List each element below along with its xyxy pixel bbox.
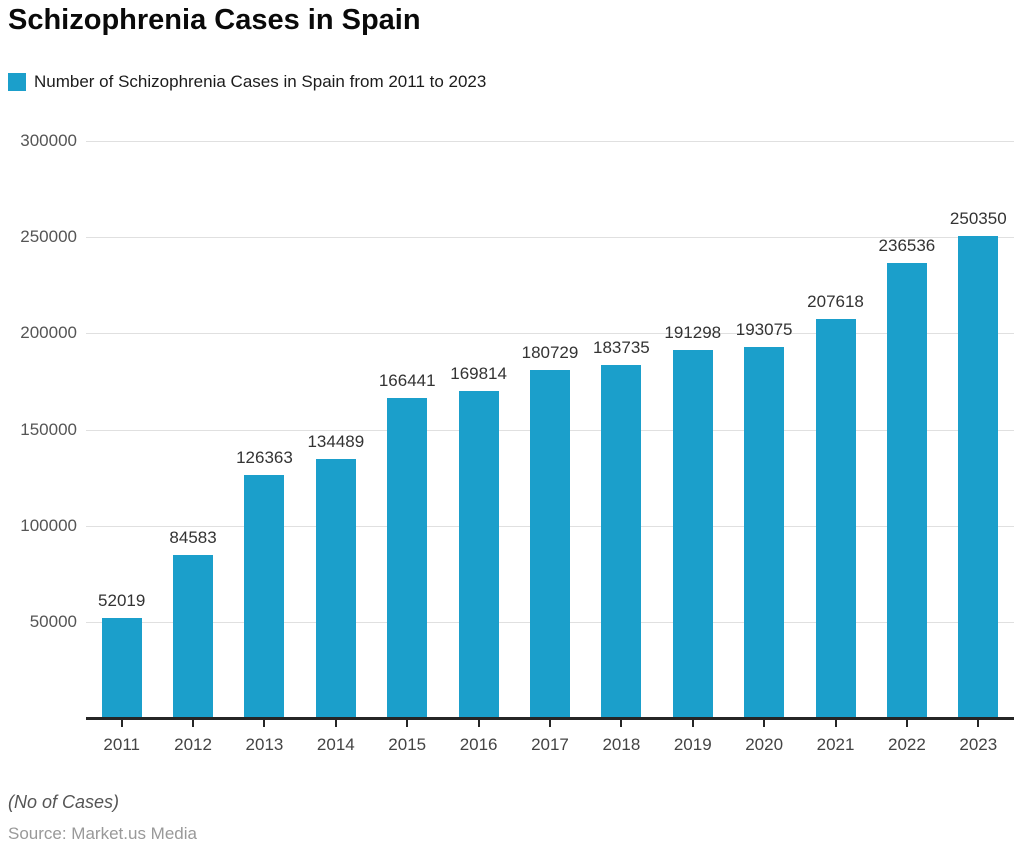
bar: [101, 617, 142, 718]
bar-value-label: 250350: [949, 209, 1007, 229]
x-tick: [263, 720, 266, 727]
x-tick: [334, 720, 337, 727]
bar: [244, 474, 285, 718]
y-axis-unit-note: (No of Cases): [8, 792, 120, 812]
bar-value-label: 169814: [450, 364, 507, 384]
bar: [315, 459, 356, 718]
x-tick-label: 2021: [816, 735, 855, 754]
x-tick: [477, 720, 480, 727]
bar-chart: 50000 100000 150000 200000 250000 300000 5201…: [20, 131, 1014, 754]
bar: [815, 318, 856, 718]
x-axis-line: [86, 717, 1014, 720]
x-tick-label: 2020: [745, 735, 784, 754]
x-tick: [406, 720, 409, 727]
x-tick: [549, 720, 551, 727]
y-tick-label: 250000: [20, 227, 77, 247]
x-tick-label: 2019: [673, 735, 712, 754]
x-tick-label: 2011: [103, 735, 140, 754]
x-tick: [192, 720, 195, 727]
source-credit: Source: Market.us Media: [8, 824, 197, 843]
x-tick: [977, 720, 980, 727]
x-tick: [120, 720, 123, 727]
bar: [744, 346, 785, 718]
x-tick-label: 2015: [388, 735, 427, 754]
x-tick-label: 2013: [245, 735, 284, 754]
bar-value-label: 191298: [664, 323, 722, 343]
bar: [387, 397, 428, 718]
x-tick-label: 2023: [959, 735, 998, 754]
legend: Number of Schizophrenia Cases in Spain f…: [8, 72, 486, 92]
y-tick-label: 50000: [29, 611, 77, 631]
legend-swatch-icon: [8, 73, 26, 91]
bar-value-label: 52019: [98, 590, 146, 610]
x-tick-label: 2016: [459, 735, 498, 754]
gridline: [86, 237, 1014, 239]
y-tick-label: 100000: [20, 515, 77, 535]
x-tick: [834, 720, 837, 727]
gridline: [86, 141, 1014, 142]
bar-value-label: 236536: [878, 236, 936, 256]
x-tick-label: 2012: [174, 735, 212, 754]
x-tick: [620, 720, 623, 727]
bar-value-label: 207618: [807, 291, 864, 311]
y-tick-label: 150000: [20, 419, 77, 439]
x-tick-label: 2018: [602, 735, 641, 754]
bar: [173, 555, 214, 718]
x-tick: [691, 720, 694, 727]
bar-value-label: 84583: [169, 528, 217, 548]
bar: [672, 350, 713, 718]
gridline: [86, 333, 1014, 335]
bar: [601, 364, 642, 718]
bar-value-label: 134489: [307, 432, 365, 452]
x-tick-label: 2017: [531, 735, 569, 754]
bar-value-label: 126363: [236, 447, 293, 467]
bar-value-label: 166441: [378, 370, 436, 390]
x-tick-label: 2022: [887, 735, 926, 754]
chart-title: Schizophrenia Cases in Spain: [8, 4, 421, 36]
bar: [530, 370, 570, 718]
x-tick: [905, 720, 908, 727]
y-tick-label: 300000: [20, 131, 77, 150]
bar: [886, 263, 927, 718]
legend-label: Number of Schizophrenia Cases in Spain f…: [34, 72, 487, 91]
bar: [958, 236, 999, 718]
bar-value-label: 193075: [735, 319, 793, 339]
x-tick-label: 2014: [316, 735, 355, 754]
y-tick-label: 200000: [20, 323, 77, 343]
bar-value-label: 183735: [593, 337, 650, 357]
x-tick: [763, 720, 766, 727]
bar: [458, 391, 499, 718]
bar-value-label: 180729: [521, 343, 579, 363]
